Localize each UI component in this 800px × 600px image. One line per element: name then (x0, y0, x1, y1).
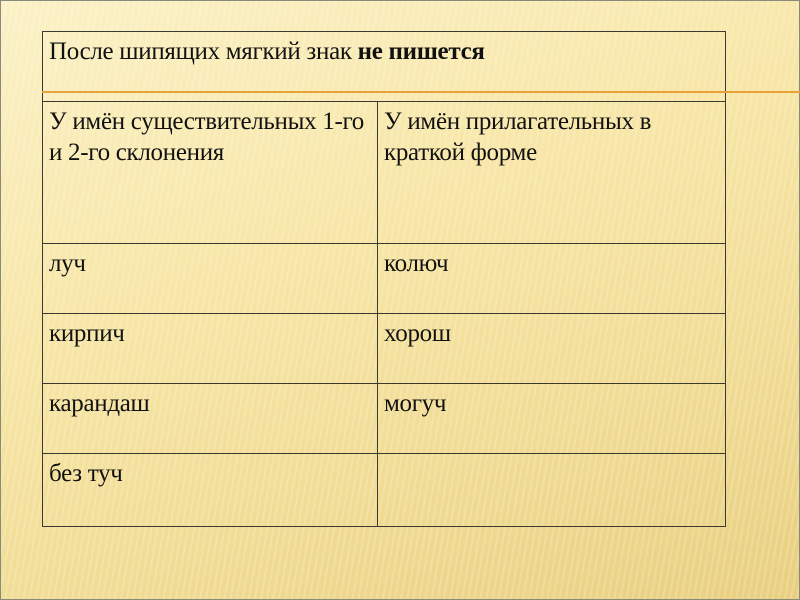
header-adjectives: У имён прилагательных в краткой форме (377, 101, 726, 244)
cell-noun: кирпич (42, 313, 378, 384)
table-row: без туч (42, 453, 726, 527)
table-row: карандаш могуч (42, 383, 726, 454)
cell-adjective: хорош (377, 313, 726, 384)
table-row: кирпич хорош (42, 313, 726, 384)
cell-adjective (377, 453, 726, 527)
title-text: После шипящих мягкий знак (49, 38, 358, 65)
cell-noun: луч (42, 243, 378, 314)
header-nouns: У имён существительных 1-го и 2-го склон… (42, 101, 378, 244)
table-row: луч колюч (42, 243, 726, 314)
accent-divider-line (42, 91, 800, 93)
cell-adjective: могуч (377, 383, 726, 454)
cell-adjective: колюч (377, 243, 726, 314)
cell-noun: карандаш (42, 383, 378, 454)
title-bold-text: не пишется (357, 38, 485, 65)
table-header-row: У имён существительных 1-го и 2-го склон… (42, 101, 726, 244)
cell-noun: без туч (42, 453, 378, 527)
rule-table: После шипящих мягкий знак не пишется У и… (42, 31, 726, 527)
